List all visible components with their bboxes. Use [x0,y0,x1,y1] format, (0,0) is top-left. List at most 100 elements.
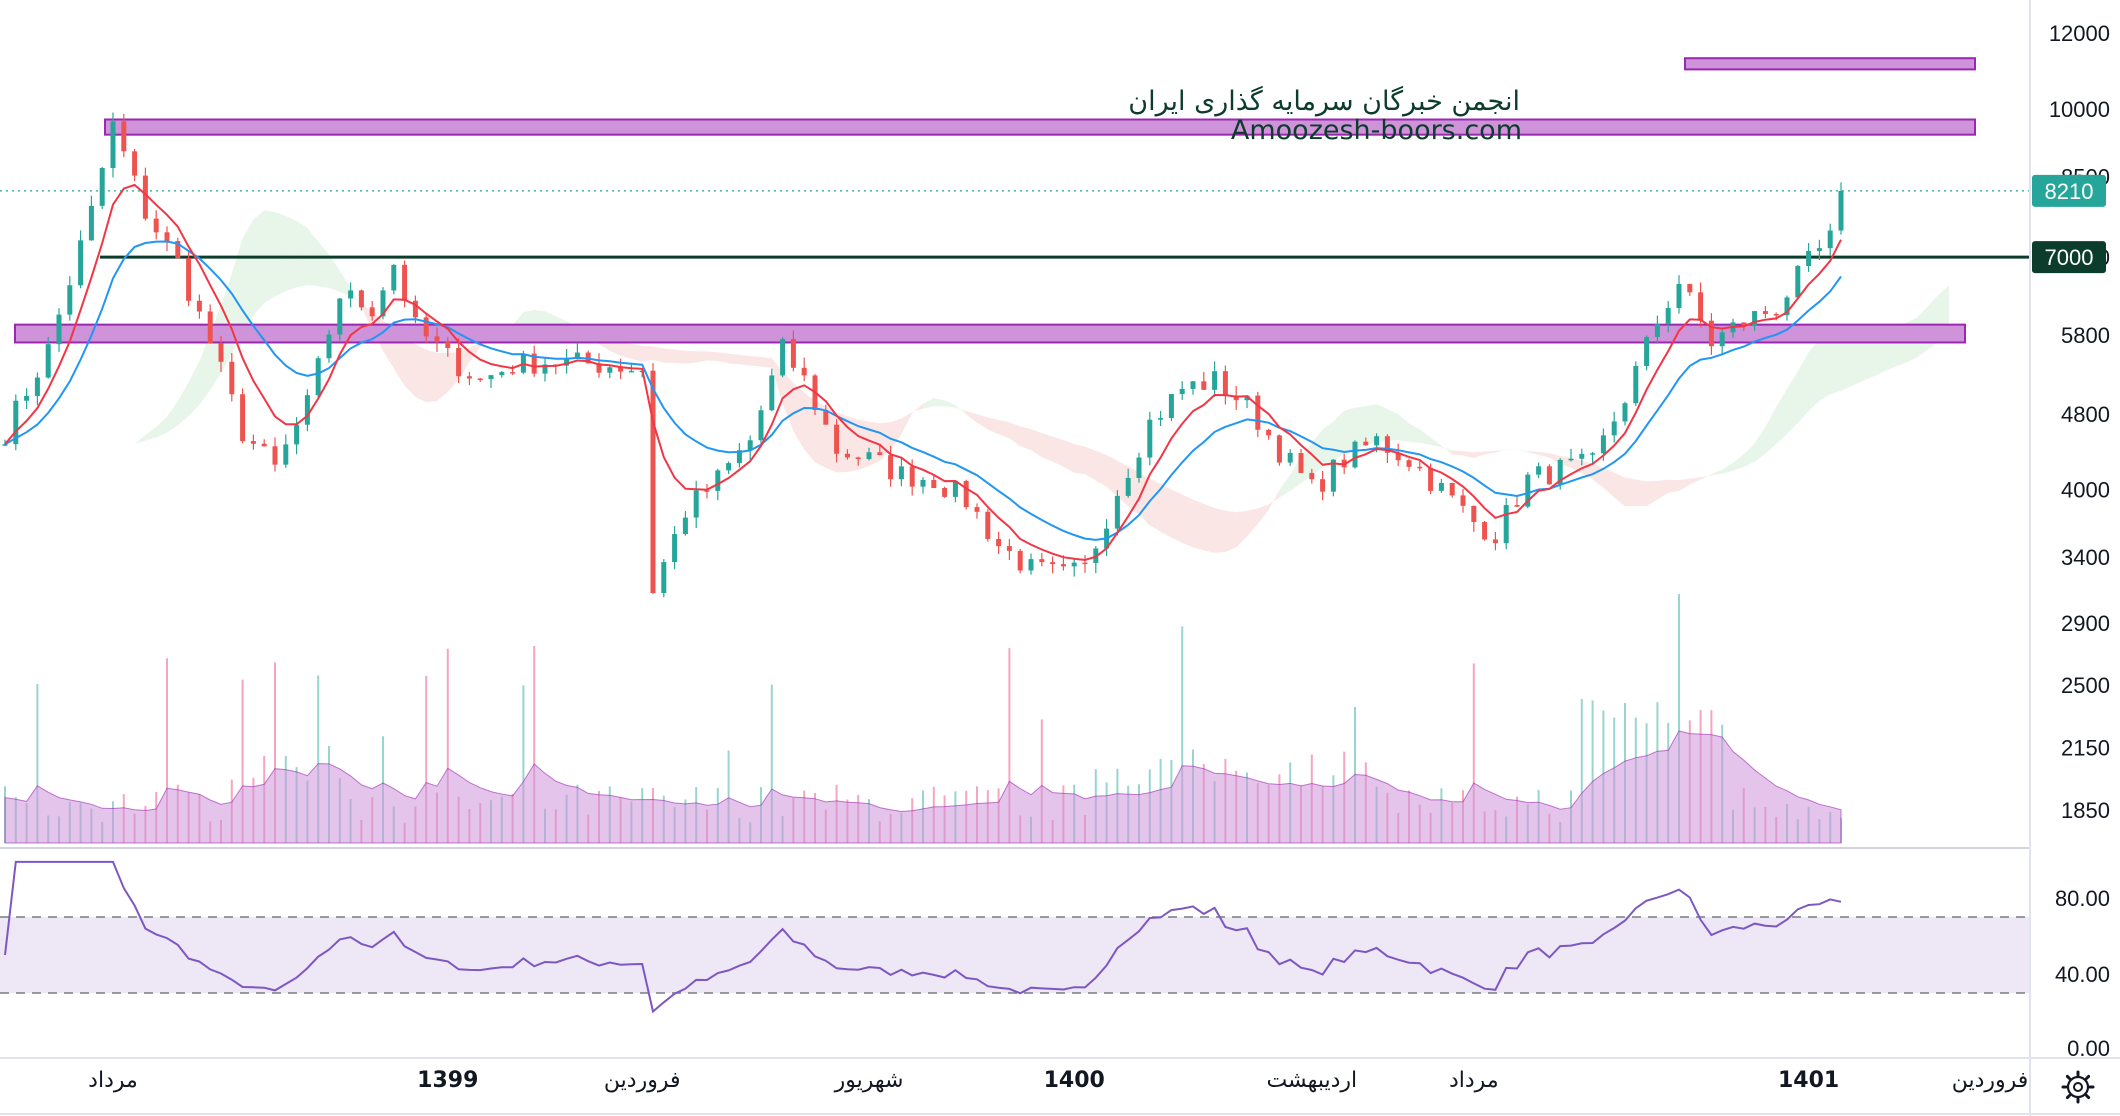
candle-body[interactable] [963,480,969,508]
candle-body[interactable] [996,539,1002,547]
candle-body[interactable] [834,424,840,454]
candle-body[interactable] [1028,559,1034,571]
candle-body[interactable] [920,479,926,487]
candle-body[interactable] [1816,248,1822,251]
candle-body[interactable] [704,490,710,492]
candle-body[interactable] [218,343,224,362]
candle-body[interactable] [2,444,8,446]
resistance-zone[interactable] [14,323,1966,344]
candle-body[interactable] [283,444,289,465]
candle-body[interactable] [304,395,310,425]
candle-body[interactable] [1503,505,1509,544]
candle-body[interactable] [952,480,958,497]
candle-body[interactable] [1676,283,1682,309]
candle-body[interactable] [942,488,948,497]
candle-body[interactable] [672,534,678,563]
candle-body[interactable] [1568,458,1574,461]
candle-body[interactable] [1006,546,1012,551]
candle-body[interactable] [1838,190,1844,231]
candle-body[interactable] [931,479,937,489]
candle-body[interactable] [326,334,332,359]
candle-body[interactable] [1125,477,1131,496]
candle-body[interactable] [34,377,40,396]
candle-body[interactable] [132,151,138,176]
candle-body[interactable] [1309,472,1315,480]
candle-body[interactable] [1536,466,1542,475]
candle-body[interactable] [574,352,580,359]
candle-body[interactable] [207,311,213,344]
candle-body[interactable] [1762,311,1768,315]
candle-body[interactable] [661,562,667,594]
candle-body[interactable] [1741,322,1747,326]
candle-body[interactable] [196,300,202,312]
candle-body[interactable] [186,258,192,301]
candle-body[interactable] [315,358,321,396]
candle-body[interactable] [1622,403,1628,422]
candle-body[interactable] [24,395,30,401]
candle-body[interactable] [1806,250,1812,266]
candle-body[interactable] [1546,466,1552,485]
candle-body[interactable] [142,175,148,219]
candle-body[interactable] [434,336,440,342]
candle-body[interactable] [715,470,721,491]
candle-body[interactable] [99,167,105,206]
candle-body[interactable] [1525,474,1531,507]
candle-body[interactable] [1428,467,1434,491]
candle-body[interactable] [261,443,267,447]
resistance-zone[interactable] [104,118,1976,136]
candle-body[interactable] [88,205,94,241]
candle-body[interactable] [78,240,84,286]
candle-body[interactable] [1795,265,1801,298]
candle-body[interactable] [974,507,980,512]
candle-body[interactable] [153,218,159,233]
candle-body[interactable] [801,367,807,376]
candle-body[interactable] [769,375,775,411]
candle-body[interactable] [682,517,688,535]
candle-body[interactable] [1417,466,1423,469]
candle-body[interactable] [1611,421,1617,436]
candle-body[interactable] [1287,453,1293,463]
candle-body[interactable] [456,347,462,377]
candle-body[interactable] [67,285,73,315]
candle-body[interactable] [164,232,170,241]
candle-body[interactable] [1330,459,1336,492]
candle-body[interactable] [1460,495,1466,506]
candle-body[interactable] [1276,435,1282,463]
candle-body[interactable] [240,394,246,442]
candle-body[interactable] [499,372,505,376]
candle-body[interactable] [628,370,634,373]
candle-body[interactable] [121,121,127,152]
candle-body[interactable] [348,290,354,299]
candle-body[interactable] [488,375,494,380]
candle-body[interactable] [1471,505,1477,523]
candle-body[interactable] [888,455,894,480]
candle-body[interactable] [250,441,256,444]
candle-body[interactable] [1298,453,1304,473]
candle-body[interactable] [1708,320,1714,347]
candle-body[interactable] [726,463,732,471]
candle-body[interactable] [445,341,451,348]
candle-body[interactable] [1017,550,1023,571]
candle-body[interactable] [110,121,116,168]
candle-body[interactable] [1438,482,1444,491]
candle-body[interactable] [1492,539,1498,544]
candle-body[interactable] [866,452,872,460]
candle-body[interactable] [1482,522,1488,540]
candle-body[interactable] [531,353,537,374]
candle-body[interactable] [1633,366,1639,404]
candle-body[interactable] [618,367,624,372]
candle-body[interactable] [1201,381,1207,390]
candle-body[interactable] [380,290,386,317]
candle-body[interactable] [1384,436,1390,453]
candle-body[interactable] [909,466,915,487]
resistance-zone[interactable] [1684,57,1976,71]
candle-body[interactable] [477,378,483,381]
candle-body[interactable] [1222,371,1228,396]
candle-body[interactable] [1060,564,1066,567]
candle-body[interactable] [1233,395,1239,401]
candle-body[interactable] [1255,395,1261,430]
candle-body[interactable] [1374,436,1380,446]
candle-body[interactable] [1827,230,1833,249]
candle-body[interactable] [1266,429,1272,436]
